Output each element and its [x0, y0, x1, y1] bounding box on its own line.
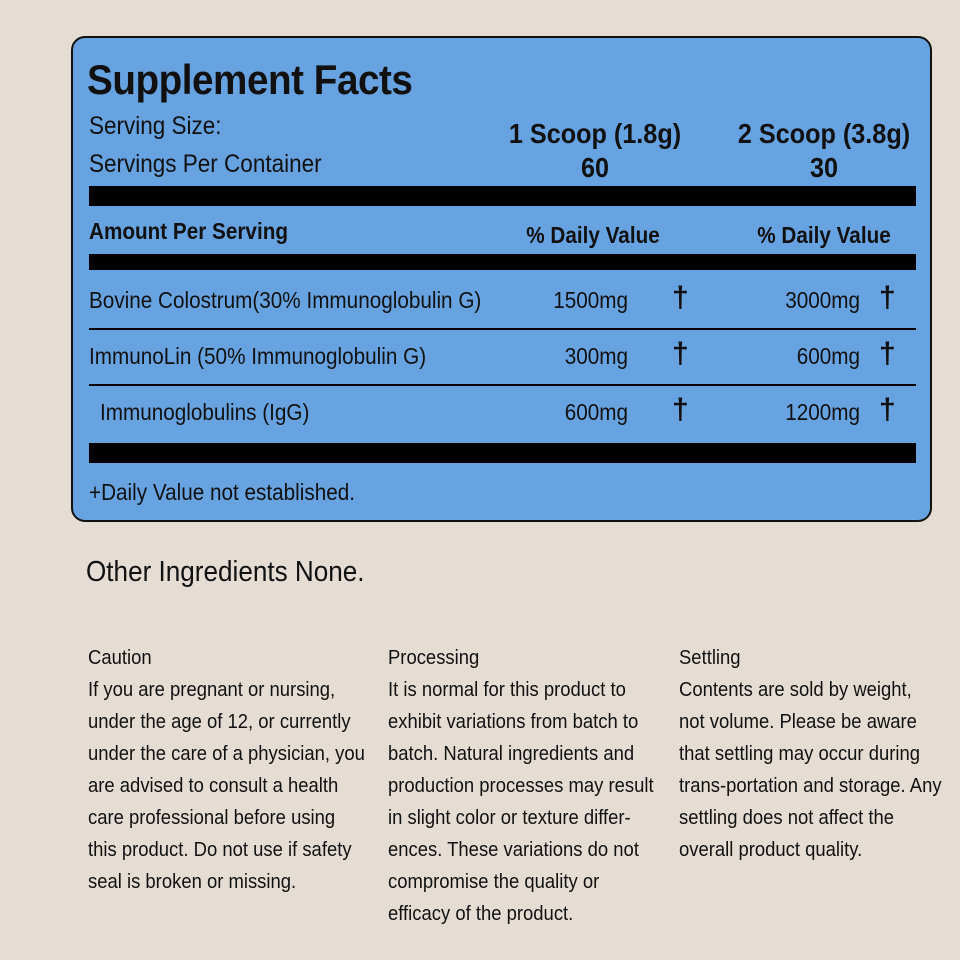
- caution-line: this product. Do not use if safety: [88, 838, 352, 861]
- row-divider: [89, 384, 916, 386]
- supplement-facts-panel: Supplement Facts Serving Size: Servings …: [71, 36, 932, 522]
- settling-line: Contents are sold by weight,: [679, 678, 912, 701]
- processing-title: Processing: [388, 646, 480, 669]
- amount-per-serving-header: Amount Per Serving: [89, 218, 288, 244]
- dagger-mark-1: †: [672, 393, 689, 426]
- caution-line: are advised to consult a health: [88, 774, 339, 797]
- ingredient-name: Bovine Colostrum(30% Immunoglobulin G): [89, 287, 482, 313]
- ingredient-amount-2: 1200mg: [785, 399, 860, 425]
- thick-divider-bottom: [89, 443, 916, 463]
- ingredient-amount-1: 600mg: [564, 399, 628, 425]
- ingredient-amount-1: 1500mg: [553, 287, 628, 313]
- row-divider: [89, 328, 916, 330]
- settling-line: trans-portation and storage. Any: [679, 774, 942, 797]
- daily-value-header-1: % Daily Value: [526, 222, 660, 248]
- caution-line: seal is broken or missing.: [88, 870, 297, 893]
- caution-section: Caution If you are pregnant or nursing, …: [88, 642, 365, 898]
- ingredient-amount-2: 3000mg: [785, 287, 860, 313]
- col2-servings: 30: [809, 152, 839, 183]
- daily-value-header-2: % Daily Value: [757, 222, 891, 248]
- settling-line: not volume. Please be aware: [679, 710, 917, 733]
- dagger-mark-1: †: [672, 337, 689, 370]
- facts-title: Supplement Facts: [87, 56, 413, 103]
- settling-section: Settling Contents are sold by weight, no…: [679, 642, 942, 866]
- processing-line: production processes may result: [388, 774, 654, 797]
- settling-line: settling does not affect the: [679, 806, 895, 829]
- settling-line: overall product quality.: [679, 838, 863, 861]
- col2-serving-size: 2 Scoop (3.8g): [737, 118, 911, 149]
- processing-line: batch. Natural ingredients and: [388, 742, 635, 765]
- caution-line: under the age of 12, or currently: [88, 710, 351, 733]
- dagger-mark-1: †: [672, 281, 689, 314]
- servings-per-container-label: Servings Per Container: [89, 150, 322, 178]
- daily-value-footnote: +Daily Value not established.: [89, 479, 356, 505]
- dagger-mark-2: †: [879, 337, 896, 370]
- caution-line: under the care of a physician, you: [88, 742, 365, 765]
- dagger-mark-2: †: [879, 393, 896, 426]
- ingredient-name: Immunoglobulins (IgG): [100, 399, 310, 425]
- processing-line: exhibit variations from batch to: [388, 710, 639, 733]
- settling-line: that settling may occur during: [679, 742, 921, 765]
- other-ingredients: Other Ingredients None.: [86, 556, 365, 588]
- caution-title: Caution: [88, 646, 152, 669]
- ingredient-amount-2: 600mg: [796, 343, 860, 369]
- col1-servings: 60: [580, 152, 610, 183]
- processing-line: efficacy of the product.: [388, 902, 574, 925]
- dagger-mark-2: †: [879, 281, 896, 314]
- caution-line: If you are pregnant or nursing,: [88, 678, 336, 701]
- processing-section: Processing It is normal for this product…: [388, 642, 654, 930]
- col1-serving-size: 1 Scoop (1.8g): [508, 118, 682, 149]
- processing-line: ences. These variations do not: [388, 838, 639, 861]
- thick-divider-top: [89, 186, 916, 206]
- caution-line: care professional before using: [88, 806, 336, 829]
- serving-size-label: Serving Size:: [89, 112, 222, 140]
- processing-line: compromise the quality or: [388, 870, 600, 893]
- ingredient-amount-1: 300mg: [564, 343, 628, 369]
- ingredient-name: ImmunoLin (50% Immunoglobulin G): [89, 343, 427, 369]
- settling-title: Settling: [679, 646, 741, 669]
- processing-line: It is normal for this product to: [388, 678, 626, 701]
- thick-divider-header: [89, 254, 916, 270]
- processing-line: in slight color or texture differ-: [388, 806, 631, 829]
